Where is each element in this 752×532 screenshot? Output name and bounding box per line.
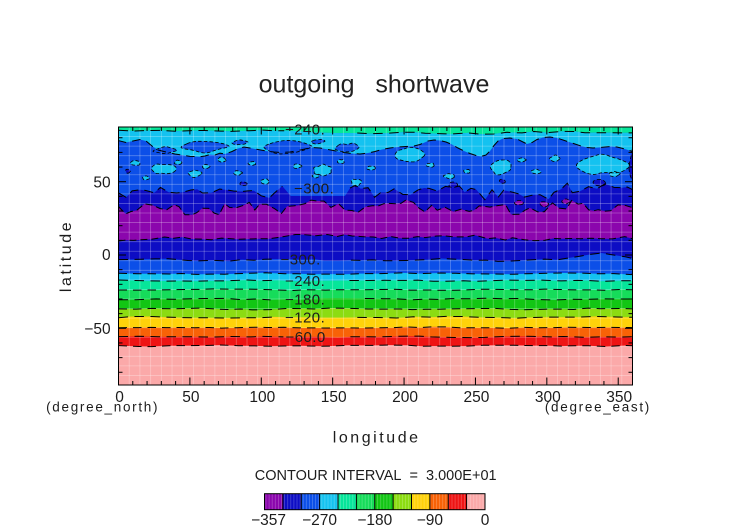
svg-text:100: 100 <box>249 389 275 406</box>
svg-text:−300.: −300. <box>294 181 334 198</box>
svg-text:−90: −90 <box>417 512 444 529</box>
svg-text:250: 250 <box>463 389 489 406</box>
svg-text:−240.: −240. <box>285 121 325 138</box>
svg-text:(degree_east): (degree_east) <box>545 400 651 415</box>
svg-text:300: 300 <box>535 389 561 406</box>
svg-text:CONTOUR INTERVAL = 3.000E+01: CONTOUR INTERVAL = 3.000E+01 <box>255 468 497 484</box>
svg-text:−180: −180 <box>357 512 392 529</box>
svg-text:−270: −270 <box>302 512 337 529</box>
svg-text:50: 50 <box>93 174 111 191</box>
svg-text:−50: −50 <box>84 321 111 338</box>
svg-text:0: 0 <box>481 512 490 529</box>
svg-text:−300.: −300. <box>281 251 321 268</box>
svg-text:0: 0 <box>115 389 124 406</box>
svg-text:−240.: −240. <box>285 273 325 290</box>
svg-text:−60.0: −60.0 <box>286 329 326 346</box>
svg-text:longitude: longitude <box>333 430 421 447</box>
svg-text:350: 350 <box>606 389 632 406</box>
svg-text:−180.: −180. <box>285 291 325 308</box>
svg-text:−357: −357 <box>251 512 286 529</box>
svg-text:outgoing shortwave: outgoing shortwave <box>259 70 490 98</box>
svg-text:150: 150 <box>321 389 347 406</box>
svg-text:(degree_north): (degree_north) <box>46 400 159 415</box>
svg-text:50: 50 <box>182 389 200 406</box>
svg-text:0: 0 <box>102 247 111 264</box>
svg-text:200: 200 <box>392 389 418 406</box>
svg-text:−120.: −120. <box>285 310 325 327</box>
svg-text:latitude: latitude <box>58 220 75 292</box>
